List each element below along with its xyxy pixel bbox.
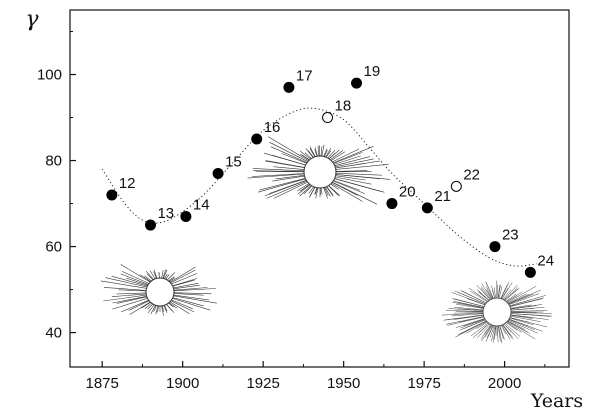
point-label: 12: [119, 175, 136, 192]
point-label: 14: [193, 196, 210, 213]
point-label: 21: [434, 188, 451, 205]
data-point: [489, 241, 501, 253]
corona-photo-bottom-right: [441, 280, 553, 344]
point-label: 23: [502, 227, 519, 244]
data-point-open: [322, 112, 334, 124]
point-label: 13: [157, 205, 174, 222]
data-point: [283, 81, 295, 93]
axis-ticks: 1875 1900 1925 1950 1975 2000 40 60 80 100: [37, 31, 546, 392]
data-point: [106, 189, 118, 201]
plot-frame: [69, 9, 570, 368]
y-axis-title: γ: [25, 7, 39, 32]
x-tick-label: 2000: [488, 375, 521, 392]
y-tick-label: 40: [45, 325, 62, 342]
data-point: [421, 202, 433, 214]
y-tick-label: 60: [45, 239, 62, 256]
data-points: [106, 77, 536, 278]
data-point: [386, 198, 398, 210]
data-point: [180, 210, 192, 222]
x-tick-label: 1975: [407, 375, 440, 392]
corona-drawing-bottom-left: [100, 264, 217, 316]
point-label: 20: [399, 184, 416, 201]
point-label: 24: [537, 252, 554, 269]
data-point: [144, 219, 156, 231]
x-axis-title: Years: [530, 390, 583, 412]
point-label: 16: [264, 119, 281, 136]
point-labels: 12 13 14 15 16 17 19 20 21 23 24 18 22: [119, 63, 554, 269]
corona-drawing-center: [247, 136, 391, 205]
point-label: 19: [364, 63, 381, 80]
point-label: 22: [463, 166, 480, 183]
point-label: 15: [225, 153, 242, 170]
y-tick-label: 80: [45, 153, 62, 170]
data-point: [251, 133, 263, 145]
point-label: 17: [296, 67, 313, 84]
data-point: [351, 77, 363, 89]
x-tick-label: 1875: [86, 375, 119, 392]
x-tick-label: 1950: [327, 375, 360, 392]
data-point: [212, 167, 224, 179]
x-tick-label: 1925: [246, 375, 279, 392]
x-tick-label: 1900: [166, 375, 199, 392]
point-label: 18: [335, 98, 352, 115]
data-point-open: [450, 180, 462, 192]
y-tick-label: 100: [37, 67, 62, 84]
data-point: [524, 266, 536, 278]
